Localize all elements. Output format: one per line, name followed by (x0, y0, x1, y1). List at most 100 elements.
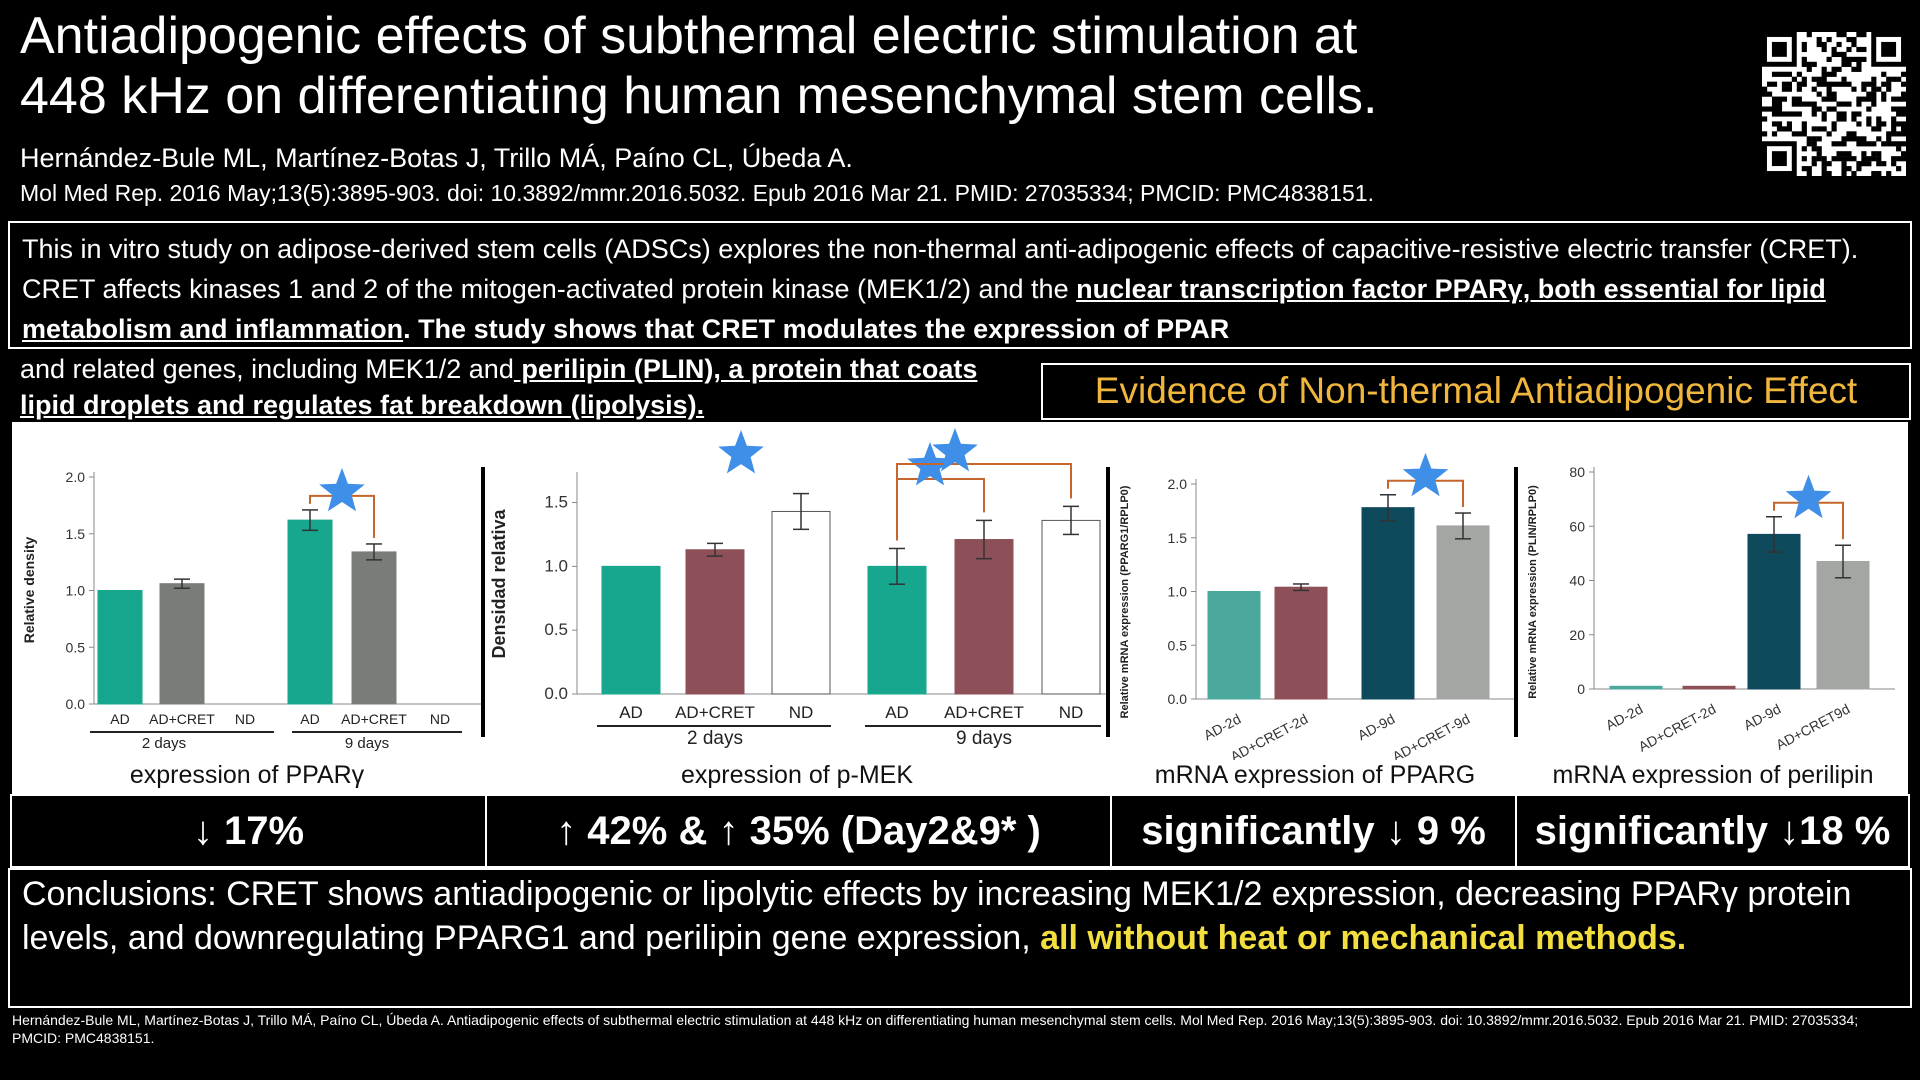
qr-module (1771, 71, 1778, 77)
qr-module (1806, 141, 1812, 147)
qr-module (1861, 141, 1867, 147)
qr-module (1771, 96, 1778, 102)
bar (1274, 586, 1328, 700)
slide-title: Antiadipogenic effects of subthermal ele… (20, 6, 1720, 126)
x-tick-label: AD+CRET-2d (1636, 701, 1719, 755)
qr-module (1841, 101, 1847, 107)
qr-module (1826, 56, 1832, 62)
qr-module (1801, 76, 1807, 82)
qr-module (1856, 141, 1862, 147)
qr-module (1841, 151, 1847, 157)
qr-module (1796, 101, 1802, 107)
qr-module (1801, 41, 1807, 48)
qr-module (1821, 126, 1827, 132)
x-tick-label: AD (110, 711, 129, 727)
group-label: 2 days (687, 728, 743, 749)
intro-link-ppar[interactable]: nuclear transcription factor PPARγ, both… (22, 274, 1826, 344)
qr-module (1766, 91, 1773, 97)
x-tick-label: AD-2d (1603, 701, 1646, 734)
qr-module (1796, 86, 1802, 92)
qr-module (1886, 86, 1892, 92)
qr-module (1846, 81, 1852, 87)
qr-module (1866, 81, 1872, 87)
citation: Mol Med Rep. 2016 May;13(5):3895-903. do… (20, 180, 1374, 206)
intro-link-perilipin[interactable]: perilipin (PLIN), a protein that coats l… (20, 354, 978, 420)
qr-module (1876, 121, 1882, 127)
qr-module (1776, 106, 1783, 112)
qr-module (1886, 76, 1892, 82)
qr-module (1816, 76, 1822, 82)
qr-module (1776, 126, 1783, 132)
qr-module (1831, 66, 1837, 72)
qr-module (1836, 51, 1842, 58)
qr-module (1851, 171, 1857, 177)
qr-module (1831, 91, 1837, 97)
qr-module (1841, 141, 1847, 147)
qr-module (1876, 156, 1882, 162)
qr-code[interactable] (1762, 32, 1907, 177)
qr-module (1901, 106, 1907, 112)
qr-module (1831, 46, 1837, 53)
qr-module (1866, 106, 1872, 112)
bar (97, 590, 143, 705)
qr-module (1876, 171, 1882, 177)
significance-star (718, 430, 764, 474)
qr-module (1841, 61, 1847, 67)
qr-module (1826, 71, 1832, 77)
qr-module (1866, 156, 1872, 162)
qr-module (1851, 66, 1857, 72)
qr-module (1841, 116, 1847, 122)
bar (1436, 525, 1490, 700)
qr-module (1821, 81, 1827, 87)
chart-ppar-protein-plot: 0.0 0.5 1.0 1.5 2.0 Relative density AD AD+CRET… (21, 467, 482, 752)
qr-module (1821, 116, 1827, 122)
authors: Hernández-Bule ML, Martínez-Botas J, Tri… (20, 143, 853, 173)
qr-module (1861, 136, 1867, 142)
qr-module (1836, 141, 1842, 147)
qr-module (1836, 41, 1842, 48)
qr-module (1856, 166, 1862, 172)
qr-module (1836, 151, 1842, 157)
qr-module (1901, 81, 1907, 87)
bar (685, 549, 745, 695)
evidence-heading: Evidence of Non-thermal Antiadipogenic E… (1041, 363, 1911, 420)
qr-module (1826, 91, 1832, 97)
qr-module (1796, 71, 1802, 77)
chart-caption: mRNA expression of perilipin (1552, 761, 1874, 789)
conclusion: Conclusions: CRET shows antiadipogenic o… (8, 868, 1912, 1008)
group-label: 9 days (956, 728, 1012, 749)
qr-module (1901, 151, 1907, 157)
x-tick-label: AD-9d (1355, 711, 1398, 744)
qr-module (1866, 121, 1872, 127)
qr-module (1896, 156, 1902, 162)
qr-module (1821, 71, 1827, 77)
qr-module (1861, 156, 1867, 162)
chart-pmek-plot: 0.0 0.5 1.0 1.5 Densidad relativa AD AD+CRET ND… (489, 428, 1109, 749)
qr-module (1786, 121, 1792, 127)
qr-module (1791, 76, 1797, 82)
qr-module (1762, 116, 1768, 122)
qr-module (1856, 101, 1862, 107)
x-tick-label: ND (430, 711, 450, 727)
qr-module (1776, 121, 1783, 127)
chart-pmek: 0.0 0.5 1.0 1.5 Densidad relativa AD AD+CRET ND… (485, 422, 1109, 794)
qr-module (1836, 111, 1842, 117)
bar (351, 551, 397, 705)
qr-module (1801, 56, 1807, 62)
qr-module (1856, 61, 1862, 67)
figure-panels: 0.0 0.5 1.0 1.5 2.0 Relative density AD AD+CRET… (12, 422, 1908, 794)
qr-module (1791, 96, 1797, 102)
qr-module (1811, 161, 1817, 167)
qr-module (1841, 166, 1847, 172)
qr-module (1856, 136, 1862, 142)
qr-module (1811, 126, 1817, 132)
y-tick-label: 2.0 (66, 469, 86, 485)
qr-module (1811, 86, 1817, 92)
bar (287, 519, 333, 705)
qr-module (1896, 146, 1902, 152)
bar (159, 583, 205, 705)
y-tick-label: 2.0 (1168, 476, 1188, 492)
intro-paragraph-continued: and related genes, including MEK1/2 and … (20, 351, 1040, 423)
qr-module (1836, 101, 1842, 107)
qr-module (1762, 106, 1768, 112)
